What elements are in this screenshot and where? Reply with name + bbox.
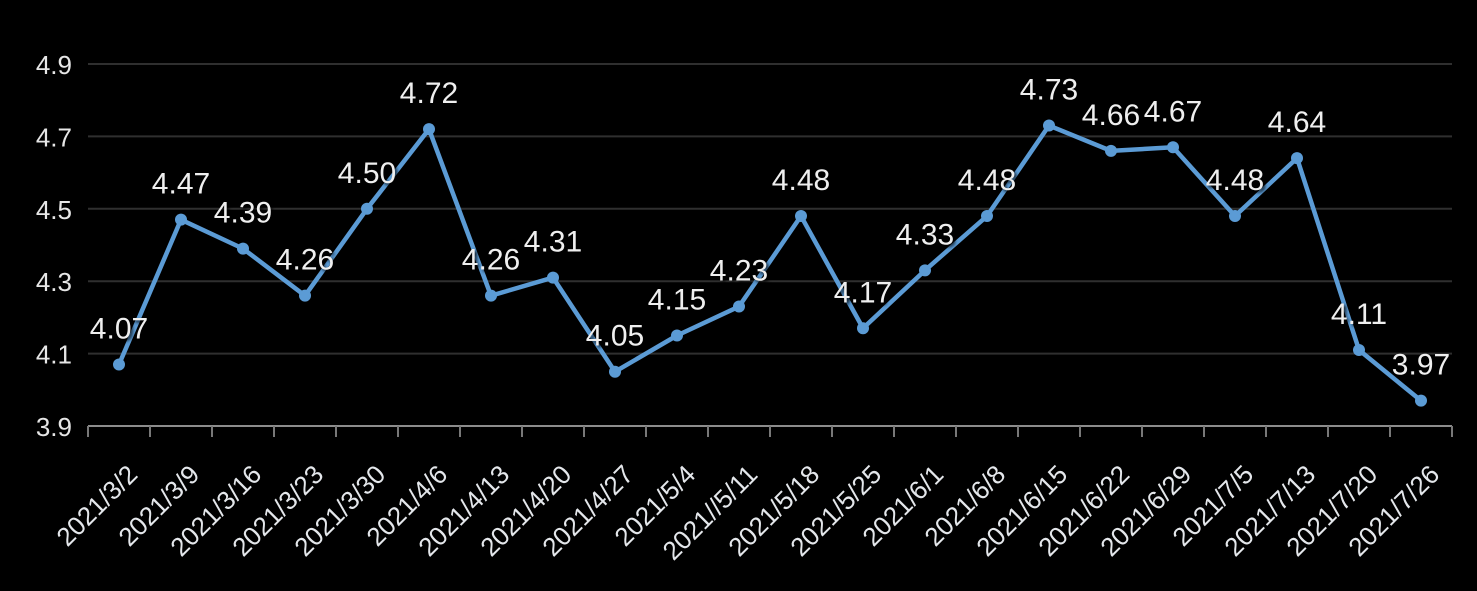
data-point-marker [299, 289, 311, 302]
data-point-label: 4.67 [1144, 95, 1202, 128]
data-point-label: 4.48 [772, 164, 830, 197]
data-point-marker [733, 300, 745, 313]
data-point-marker [175, 213, 187, 226]
y-axis-tick-label: 4.3 [36, 267, 72, 297]
data-point-label: 4.23 [710, 255, 768, 288]
data-point-marker [485, 289, 497, 302]
data-point-marker [1043, 119, 1055, 132]
y-axis-tick-label: 4.9 [36, 50, 72, 80]
data-point-marker [361, 202, 373, 215]
data-point-label: 4.66 [1082, 99, 1140, 132]
series-line [116, 123, 1424, 403]
data-point-marker [423, 123, 435, 136]
data-point-marker [1415, 394, 1427, 407]
data-point-marker [1105, 144, 1117, 157]
data-point-label: 4.48 [958, 164, 1016, 197]
data-point-marker [795, 210, 807, 223]
data-point-label: 4.26 [462, 244, 520, 277]
data-point-marker [547, 271, 559, 284]
data-point-marker [113, 358, 125, 371]
data-point-label: 4.31 [524, 226, 582, 259]
data-point-label: 4.17 [834, 276, 892, 309]
data-point-label: 4.47 [152, 168, 210, 201]
y-axis-tick-label: 4.1 [36, 340, 72, 370]
data-point-marker [609, 365, 621, 378]
data-point-label: 4.05 [586, 320, 644, 353]
data-point-marker [671, 329, 683, 342]
data-point-label: 4.26 [276, 244, 334, 277]
data-point-marker [857, 322, 869, 335]
y-axis-tick-label: 3.9 [36, 412, 72, 442]
data-point-label: 4.73 [1020, 74, 1078, 107]
data-point-marker [1229, 210, 1241, 223]
data-point-label: 4.07 [90, 312, 148, 345]
y-axis-tick-label: 4.7 [36, 122, 72, 152]
data-point-marker [237, 242, 249, 255]
data-point-label: 4.33 [896, 218, 954, 251]
data-point-marker [981, 210, 993, 223]
data-point-label: 4.11 [1331, 298, 1387, 331]
data-point-label: 4.50 [338, 157, 396, 190]
data-point-label: 4.39 [214, 197, 272, 230]
data-point-label: 4.64 [1268, 106, 1326, 139]
data-point-label: 4.72 [400, 77, 458, 110]
data-point-marker [1353, 343, 1365, 356]
y-axis-tick-label: 4.5 [36, 195, 72, 225]
data-point-marker [919, 264, 931, 277]
data-point-label: 3.97 [1392, 349, 1450, 382]
data-point-marker [1291, 152, 1303, 165]
data-point-label: 4.15 [648, 284, 706, 317]
data-point-marker [1167, 141, 1179, 154]
data-point-label: 4.48 [1206, 164, 1264, 197]
